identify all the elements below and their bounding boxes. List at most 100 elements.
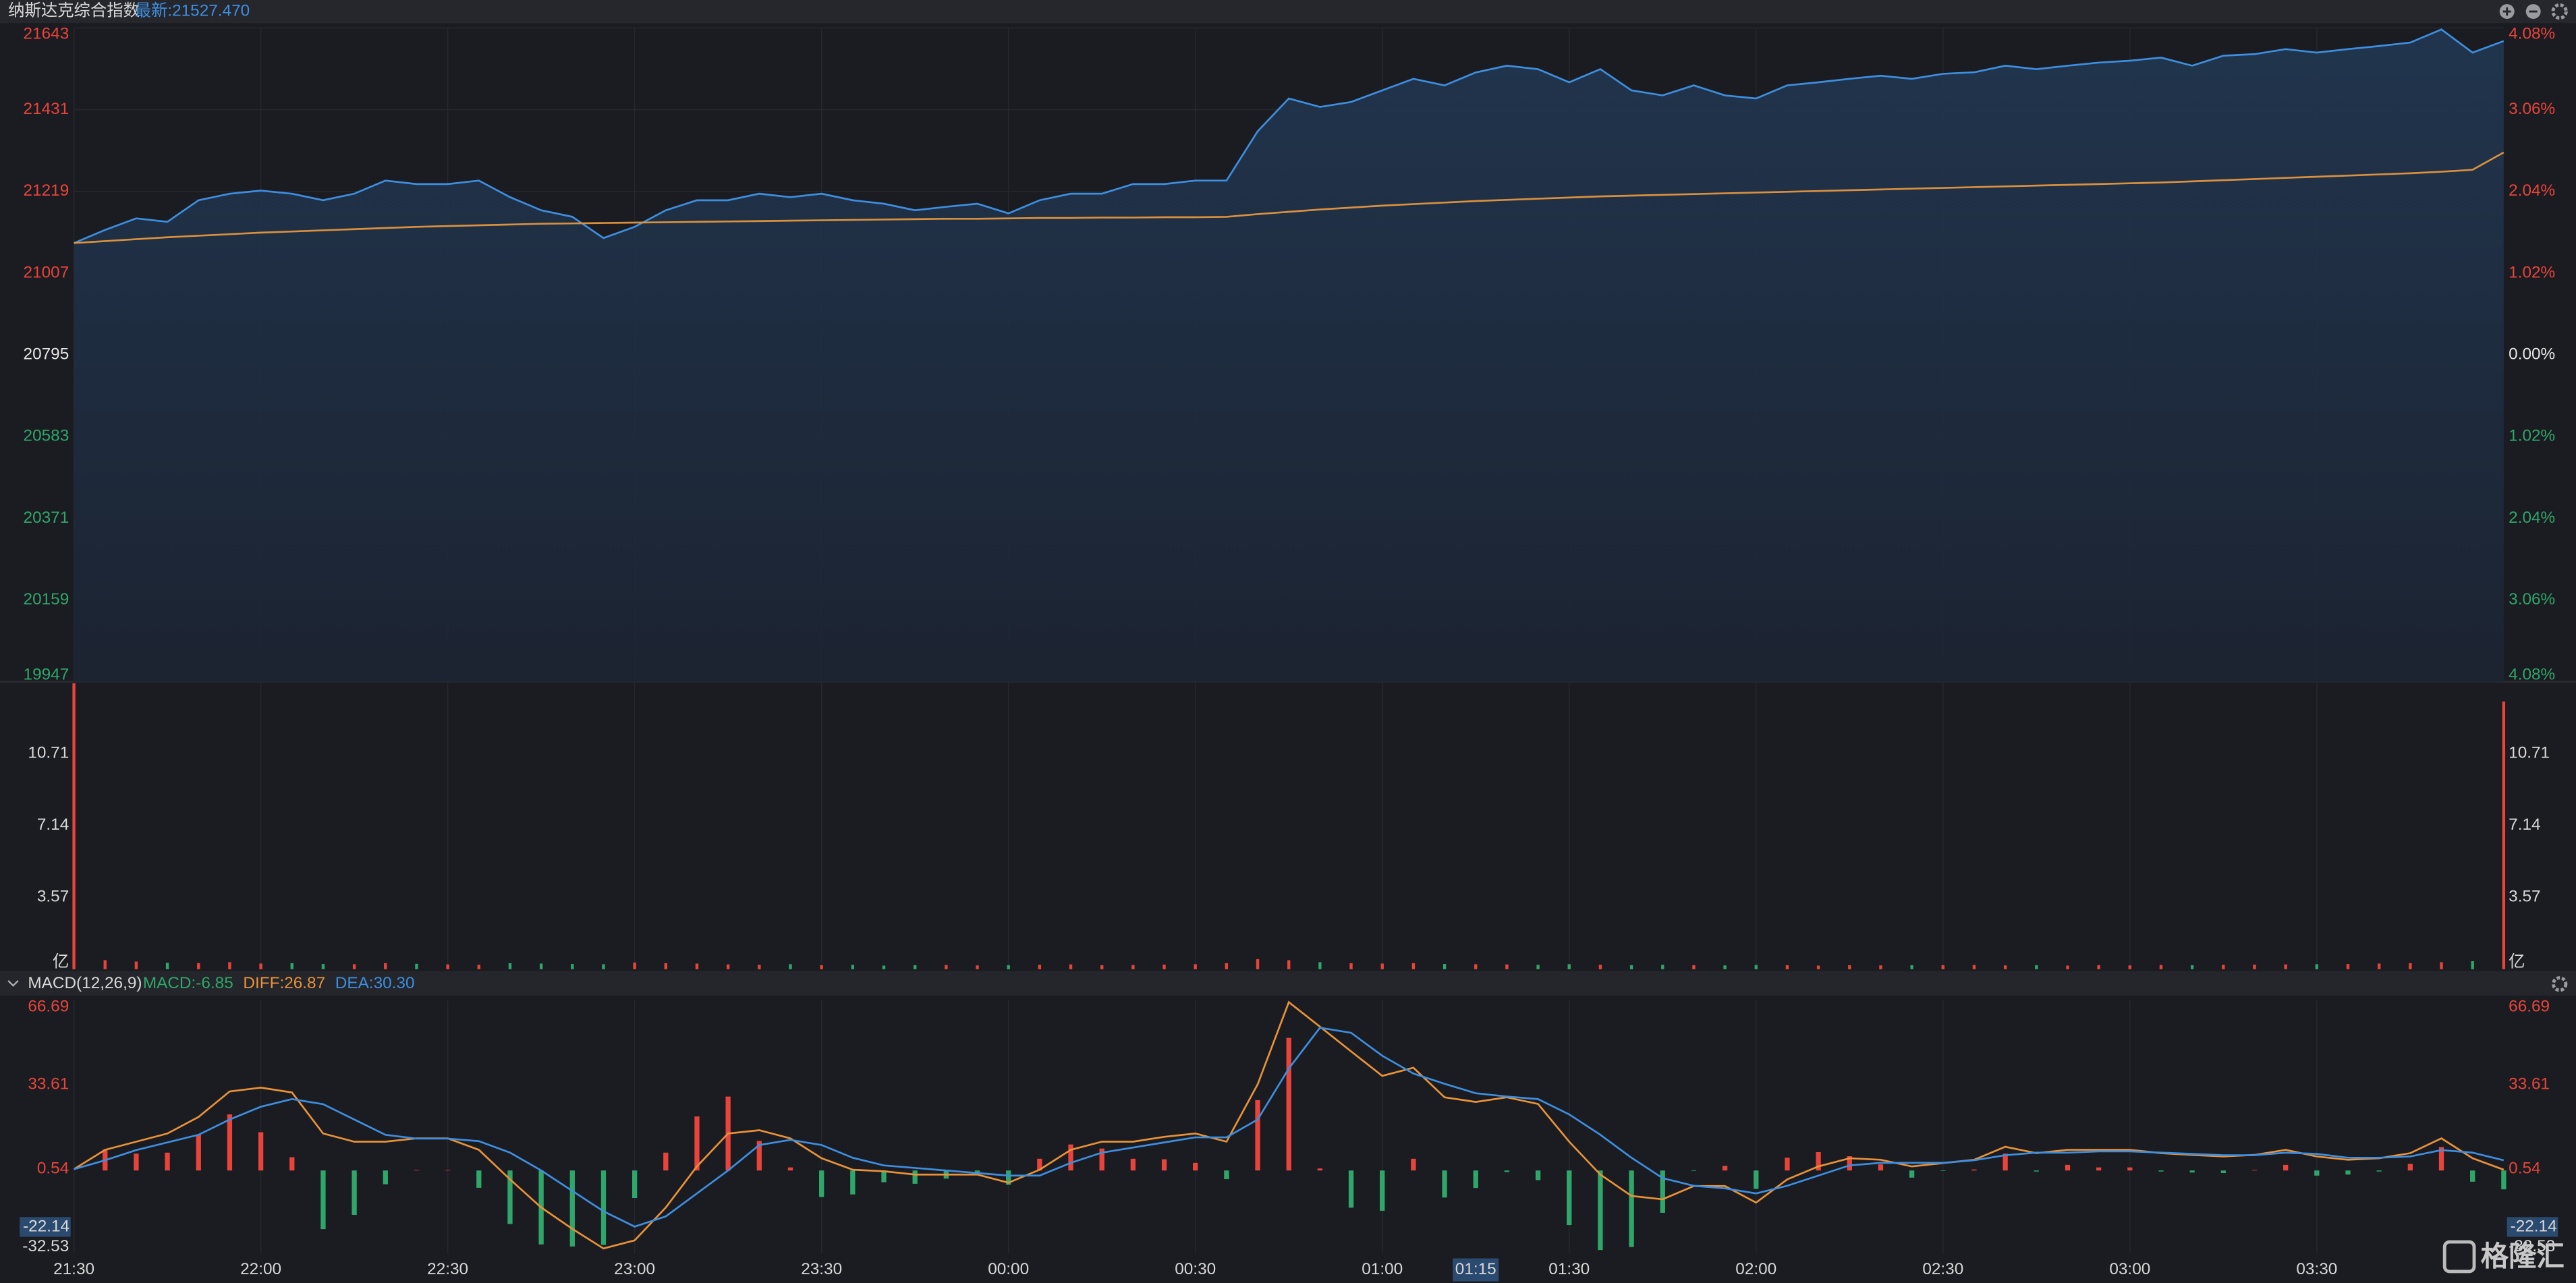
volume-bar — [633, 963, 636, 969]
macd-bar — [289, 1157, 295, 1171]
macd-bar — [1909, 1170, 1915, 1178]
cursor-x-box — [1453, 1258, 1499, 1282]
y-tick-label: 21643 — [24, 25, 69, 43]
y-tick-label: -32.53 — [22, 1237, 69, 1255]
volume-bar — [197, 963, 200, 969]
y-tick-label: 19947 — [24, 665, 69, 683]
x-axis-strip — [0, 1257, 2576, 1283]
settings-button[interactable] — [2551, 3, 2568, 20]
macd-settings-button[interactable] — [2551, 976, 2568, 992]
y2-tick-label: 3.06% — [2509, 590, 2555, 608]
y2-tick-label: 3.06% — [2509, 100, 2555, 118]
macd-bar — [2407, 1164, 2413, 1171]
macd-bar — [258, 1132, 264, 1171]
y-tick-label: 33.61 — [28, 1075, 69, 1093]
macd-bar — [2501, 1170, 2507, 1190]
volume-bar — [2066, 965, 2069, 969]
volume-bar — [103, 960, 107, 969]
macd-bar — [756, 1141, 762, 1171]
macd-bar — [2376, 1170, 2382, 1172]
macd-bar — [2314, 1170, 2320, 1176]
volume-bar — [2409, 963, 2412, 969]
macd-bar — [2220, 1170, 2226, 1173]
y2-tick-label: 4.08% — [2509, 25, 2555, 43]
macd-bar — [383, 1170, 388, 1185]
y2-tick-label: 0.54 — [2509, 1160, 2540, 1178]
y-tick-label: 20795 — [24, 345, 69, 363]
volume-bar — [2440, 962, 2443, 969]
macd-bar — [974, 1170, 980, 1174]
macd-bar — [227, 1114, 233, 1171]
volume-bar — [1256, 959, 1260, 969]
macd-bar — [1940, 1170, 1946, 1171]
x-tick-label: 03:30 — [2296, 1260, 2337, 1278]
y-tick-label: 亿 — [53, 953, 69, 971]
macd-bar — [2158, 1170, 2164, 1172]
watermark-text: 格隆汇 — [2481, 1241, 2565, 1272]
macd-bar — [1442, 1170, 1447, 1198]
y-tick-label: 21007 — [24, 263, 69, 281]
volume-bar — [1661, 965, 1664, 969]
y2-tick-label: 0.00% — [2509, 345, 2555, 363]
volume-bar — [477, 965, 480, 969]
macd-bar — [1255, 1100, 1260, 1171]
y2-tick-label: 亿 — [2509, 953, 2525, 971]
collapse-toggle[interactable] — [7, 980, 19, 987]
x-tick-label: 21:30 — [53, 1260, 94, 1278]
volume-bar — [1816, 965, 1820, 969]
volume-bar — [664, 963, 668, 969]
macd-bar — [1754, 1170, 1759, 1189]
macd-bar — [1878, 1164, 1884, 1171]
x-tick-label: 01:30 — [1548, 1260, 1590, 1278]
volume-bar — [1007, 965, 1010, 969]
macd-bar — [1473, 1170, 1478, 1189]
volume-bar — [1380, 963, 1384, 969]
macd-bar — [881, 1170, 887, 1182]
window-controls[interactable] — [2499, 3, 2568, 20]
volume-bar — [602, 964, 605, 969]
macd-bar — [1317, 1168, 1323, 1171]
macd-bar — [2283, 1164, 2289, 1171]
volume-bar — [1785, 965, 1789, 969]
volume-bar — [976, 965, 979, 969]
volume-bar — [2003, 965, 2007, 969]
volume-bar — [1754, 965, 1758, 969]
x-tick-label: 22:00 — [240, 1260, 281, 1278]
macd-bar — [352, 1170, 357, 1215]
macd-bar — [1816, 1151, 1821, 1171]
macd-bar — [787, 1167, 793, 1171]
volume-bar — [945, 965, 948, 969]
macd-bar — [1847, 1156, 1852, 1171]
macd-bar — [2438, 1147, 2444, 1171]
y-tick-label: 3.57 — [37, 888, 69, 906]
volume-bar — [1225, 963, 1229, 969]
macd-bar — [1629, 1170, 1634, 1247]
y2-tick-label: 2.04% — [2509, 181, 2555, 200]
volume-bar — [508, 963, 512, 969]
macd-bar — [1380, 1170, 1385, 1211]
macd-bar — [1037, 1158, 1042, 1171]
macd-bar — [2034, 1170, 2039, 1172]
legend-entry: MACD:-6.85 — [143, 974, 233, 992]
y-tick-label: 20583 — [24, 427, 69, 445]
macd-bar — [1411, 1158, 1416, 1171]
y2-tick-label: 1.02% — [2509, 263, 2555, 281]
volume-bar — [1443, 964, 1447, 969]
macd-header-bar — [0, 971, 2576, 996]
macd-bar — [1722, 1166, 1728, 1171]
cursor-y-label: -22.14 — [2511, 1217, 2557, 1235]
latest-value: 最新:21527.470 — [135, 1, 250, 20]
volume-bar — [1287, 960, 1291, 969]
macd-bar — [1691, 1170, 1697, 1171]
volume-bar — [2315, 964, 2319, 969]
volume-bar — [415, 963, 418, 969]
volume-bar — [695, 963, 699, 969]
y-tick-label: 7.14 — [37, 816, 69, 834]
macd-bar — [2470, 1170, 2475, 1182]
volume-bar — [1505, 964, 1509, 969]
volume-bar — [1972, 965, 1976, 969]
macd-bar — [912, 1170, 918, 1184]
y2-tick-label: 66.69 — [2509, 997, 2550, 1015]
